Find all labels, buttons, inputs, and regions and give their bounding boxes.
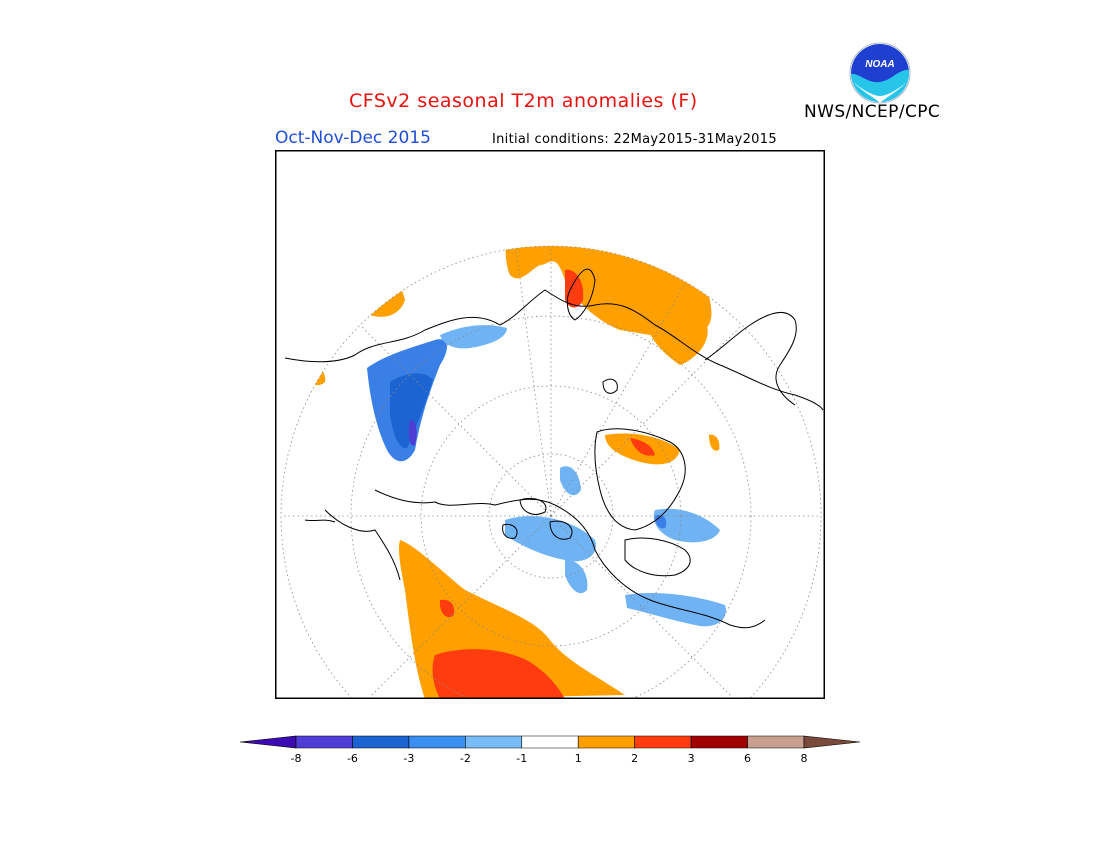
coastline-archipelago-3 [502,523,518,539]
colorbar-swatch [295,735,353,749]
coastline-europe [704,311,797,406]
coastline-eurasia [284,289,824,411]
coastline-hudson-bay [624,537,691,577]
colorbar-swatch [690,735,748,749]
colorbar-label: -8 [290,752,302,765]
anomaly-west-siberia-red [565,269,584,308]
colorbar-swatch [577,735,635,749]
coastline-svalbard [602,378,618,394]
agency-label: NWS/NCEP/CPC [804,102,941,122]
coastline-novaya-zemlya [566,268,596,321]
colorbar-swatch [521,735,579,749]
anomaly-siberia-east [645,296,708,365]
chart-title: CFSv2 seasonal T2m anomalies (F) [349,90,698,112]
anomaly-canada-arctic [560,466,581,496]
colorbar-swatch [465,735,523,749]
anomaly-eastern-canada [625,593,726,627]
coastline-archipelago-1 [519,497,547,515]
anomaly-siberia-cool [440,325,507,349]
noaa-logo-icon: NOAA [849,42,911,104]
coastline-aleutians [304,519,336,523]
coastline-greenland [594,428,686,531]
anomaly-archipelago [505,516,596,562]
colorbar-label: 8 [800,752,808,765]
colorbar-label: 3 [687,752,695,765]
colorbar-label: 6 [744,752,752,765]
colorbar-swatch [408,735,466,749]
colorbar-label: 2 [631,752,639,765]
colorbar-label: -6 [346,752,358,765]
anomaly-iceland [709,434,720,451]
colorbar-swatch [634,735,692,749]
colorbar-label: -2 [459,752,471,765]
anomaly-greenland-red [630,438,655,456]
polar-map [275,150,825,699]
coastline-north-america [374,489,766,629]
coastline-archipelago-2 [549,520,573,540]
initial-conditions: Initial conditions: 22May2015-31May2015 [492,132,777,147]
anomaly-kazakhstan-deep [408,419,417,446]
colorbar-label: -3 [403,752,415,765]
colorbar-label: 1 [574,752,582,765]
colorbar-swatch [747,735,805,749]
coastline-west-coast [324,509,401,581]
anomaly-canada-central [565,559,588,594]
noaa-logo-text: NOAA [865,59,894,70]
colorbar-label: -1 [516,752,528,765]
colorbar-swatch [803,735,861,749]
anomaly-kazakhstan-core [390,373,433,449]
forecast-period: Oct-Nov-Dec 2015 [275,128,431,148]
colorbar [239,735,861,749]
colorbar-swatch [239,735,297,749]
anomaly-bc-red [439,599,455,618]
anomaly-hudson [653,508,720,543]
colorbar-swatch [352,735,410,749]
anomaly-western-us-red [432,649,565,699]
